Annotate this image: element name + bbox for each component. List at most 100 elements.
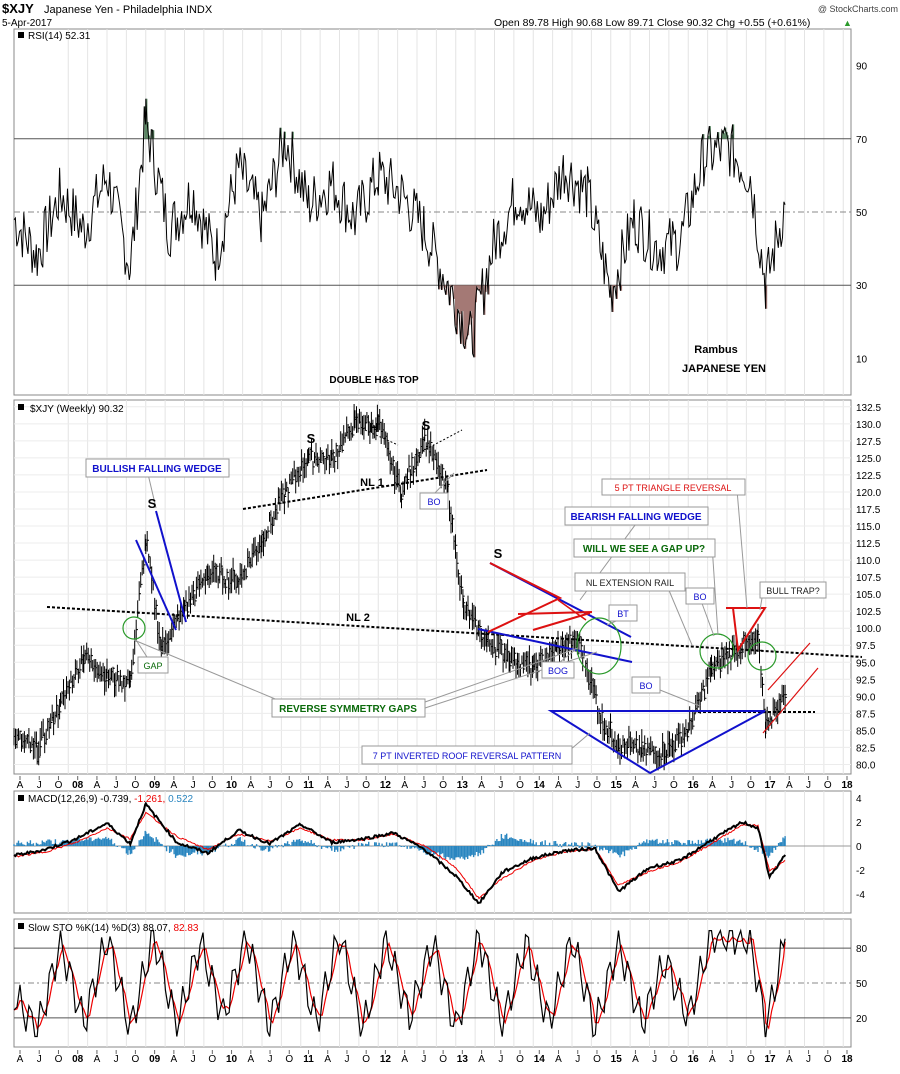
x-tick-label: 08 bbox=[72, 780, 84, 791]
x-tick-label: 11 bbox=[303, 1054, 314, 1065]
x-tick-label: 09 bbox=[149, 1054, 161, 1065]
bull-trap-box: BULL TRAP? bbox=[759, 581, 827, 599]
x-tick-label: A bbox=[786, 1054, 793, 1065]
rsi-tick-label: 70 bbox=[856, 135, 868, 146]
sto-k-line bbox=[13, 928, 786, 1038]
x-tick-label: O bbox=[670, 1054, 678, 1065]
inverted-roof-triangle bbox=[547, 710, 766, 775]
chart-date: 5-Apr-2017 bbox=[2, 18, 52, 29]
x-tick-label: J bbox=[729, 780, 734, 791]
price-tick-label: 130.0 bbox=[856, 420, 881, 431]
x-tick-label: 14 bbox=[534, 1054, 546, 1065]
gap-box: GAP bbox=[137, 656, 169, 674]
rsi-tick-label: 30 bbox=[856, 281, 868, 292]
x-tick-label: J bbox=[652, 780, 657, 791]
rsi-tick-label: 90 bbox=[856, 62, 868, 73]
svg-text:BEARISH FALLING WEDGE: BEARISH FALLING WEDGE bbox=[570, 512, 701, 523]
macd-histogram bbox=[13, 830, 786, 860]
x-tick-label: O bbox=[747, 780, 755, 791]
x-tick-label: A bbox=[555, 780, 562, 791]
reverse-gaps-box: REVERSE SYMMETRY GAPS bbox=[271, 698, 426, 718]
price-tick-label: 82.5 bbox=[856, 743, 876, 754]
japanese-yen-label: JAPANESE YEN bbox=[682, 363, 766, 375]
x-tick-label: O bbox=[132, 1054, 140, 1065]
x-tick-label: O bbox=[55, 780, 63, 791]
x-tick-label: O bbox=[208, 1054, 216, 1065]
s-tri-label: S bbox=[494, 546, 503, 561]
x-tick-label: J bbox=[114, 780, 119, 791]
x-tick-label: J bbox=[498, 1054, 503, 1065]
x-tick-label: O bbox=[516, 780, 524, 791]
x-tick-label: J bbox=[652, 1054, 657, 1065]
x-tick-label: J bbox=[421, 1054, 426, 1065]
x-tick-label: O bbox=[439, 1054, 447, 1065]
double-hs-title: DOUBLE H&S TOP bbox=[329, 375, 419, 386]
red-triangle-2014 bbox=[487, 562, 563, 633]
nl2-line bbox=[46, 606, 863, 658]
x-tick-label: J bbox=[37, 1054, 42, 1065]
bo-box-1: BO bbox=[419, 492, 449, 510]
rsi-panel: 10 30 50 70 90 RSI(14) 52.31 Rambus JAPANESE… bbox=[13, 28, 868, 396]
price-tick-label: 117.5 bbox=[856, 505, 881, 516]
x-tick-label: 11 bbox=[303, 780, 314, 791]
x-tick-label: J bbox=[191, 1054, 196, 1065]
price-tick-label: 120.0 bbox=[856, 488, 881, 499]
x-tick-label: J bbox=[114, 1054, 119, 1065]
copyright: @ StockCharts.com bbox=[818, 4, 898, 14]
chg-up-icon: ▲ bbox=[843, 18, 852, 28]
price-tick-label: 80.0 bbox=[856, 760, 876, 771]
svg-text:BT: BT bbox=[617, 609, 629, 619]
x-tick-label: A bbox=[401, 780, 408, 791]
x-tick-label: A bbox=[171, 1054, 178, 1065]
bearish-wedge-box: BEARISH FALLING WEDGE bbox=[564, 506, 709, 526]
bt-box: BT bbox=[608, 604, 638, 622]
x-tick-label: O bbox=[824, 1054, 832, 1065]
x-tick-label: 10 bbox=[226, 1054, 238, 1065]
macd-tick-label: 4 bbox=[856, 794, 862, 805]
x-tick-label: J bbox=[268, 1054, 273, 1065]
svg-text:BULL TRAP?: BULL TRAP? bbox=[766, 586, 820, 596]
s-right-label: S bbox=[422, 418, 431, 433]
rsi-oversold-fill bbox=[438, 285, 768, 358]
svg-text:7 PT INVERTED ROOF REVERSAL PA: 7 PT INVERTED ROOF REVERSAL PATTERN bbox=[373, 751, 562, 761]
bo-circle bbox=[699, 633, 735, 669]
x-tick-label: A bbox=[94, 780, 101, 791]
x-tick-label: J bbox=[729, 1054, 734, 1065]
price-tick-label: 90.0 bbox=[856, 692, 876, 703]
x-tick-label: J bbox=[344, 780, 349, 791]
x-tick-label: O bbox=[208, 780, 216, 791]
nl1-line bbox=[242, 469, 488, 510]
bo-box-3: BO bbox=[631, 676, 661, 694]
x-tick-label: 13 bbox=[457, 780, 469, 791]
sto-panel: 20 50 80 Slow STO %K(14) %D(3) 88.07, 82.8… bbox=[13, 918, 868, 1048]
x-tick-label: J bbox=[498, 780, 503, 791]
price-tick-label: 95.0 bbox=[856, 658, 876, 669]
price-tick-label: 112.5 bbox=[856, 539, 881, 550]
h-label: H bbox=[369, 420, 378, 435]
rsi-tick-label: 50 bbox=[856, 208, 868, 219]
x-tick-label: 15 bbox=[611, 780, 623, 791]
x-tick-label: A bbox=[632, 780, 639, 791]
svg-text:WILL WE SEE A GAP UP?: WILL WE SEE A GAP UP? bbox=[583, 544, 705, 555]
price-tick-label: 107.5 bbox=[856, 573, 881, 584]
x-tick-label: O bbox=[439, 780, 447, 791]
sto-tick-label: 20 bbox=[856, 1014, 868, 1025]
x-tick-label: O bbox=[670, 780, 678, 791]
bog-box: BOG bbox=[541, 661, 575, 679]
x-tick-label: J bbox=[344, 1054, 349, 1065]
rising-channel-top bbox=[767, 642, 811, 691]
x-tick-label: 17 bbox=[765, 1054, 777, 1065]
x-tick-label: 16 bbox=[688, 780, 700, 791]
x-tick-label: J bbox=[806, 780, 811, 791]
x-tick-label: A bbox=[171, 780, 178, 791]
sto-d-line bbox=[13, 936, 786, 1030]
x-tick-label: A bbox=[555, 1054, 562, 1065]
ohlc-readout: Open 89.78 High 90.68 Low 89.71 Close 90… bbox=[494, 17, 810, 29]
svg-text:BOG: BOG bbox=[548, 666, 568, 676]
x-tick-label: O bbox=[362, 1054, 370, 1065]
h-neck-dash-2 bbox=[414, 429, 463, 456]
x-tick-label: A bbox=[632, 1054, 639, 1065]
nl-extension-box: NL EXTENSION RAIL bbox=[574, 572, 686, 592]
svg-text:BO: BO bbox=[693, 592, 706, 602]
